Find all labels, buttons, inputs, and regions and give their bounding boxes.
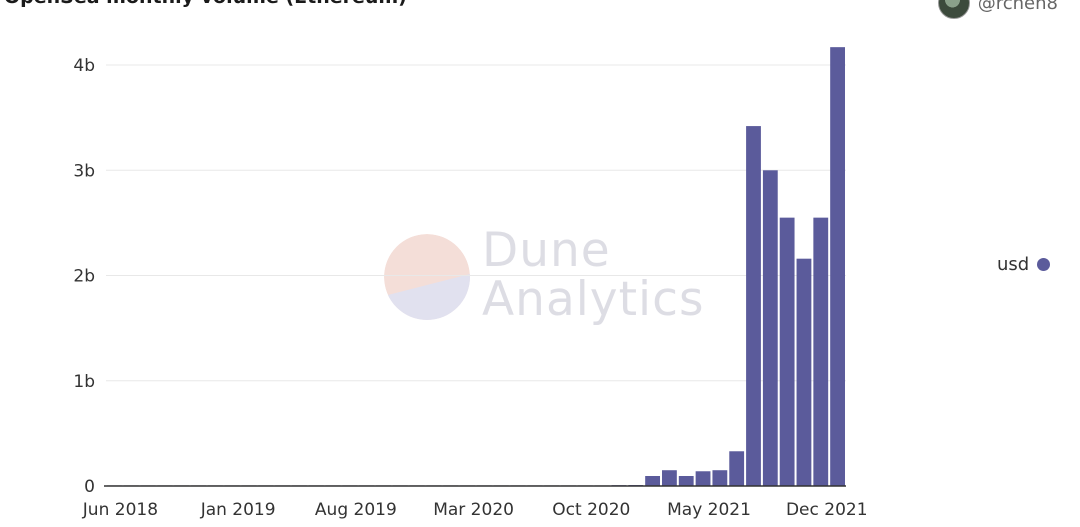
dune-logo-icon (384, 234, 470, 320)
y-tick-label: 0 (84, 477, 95, 497)
bar-2021-04[interactable] (678, 476, 694, 486)
bar-2021-05[interactable] (695, 471, 711, 486)
chart-title: OpenSea monthly volume (Ethereum) (4, 0, 407, 8)
grid-lines (106, 64, 846, 382)
x-tick-label: Dec 2021 (786, 500, 868, 520)
x-tick-label: May 2021 (667, 500, 751, 520)
y-tick-label: 2b (73, 267, 95, 287)
bar-2022-01[interactable] (830, 47, 845, 487)
y-tick-label: 1b (73, 372, 95, 392)
bar-2021-02[interactable] (645, 476, 660, 486)
bar-2021-12[interactable] (813, 217, 829, 486)
bar-2021-10[interactable] (779, 217, 795, 486)
bar-2021-11[interactable] (796, 258, 812, 486)
dune-analytics-watermark: Dune Analytics (384, 226, 704, 336)
bar-2021-08[interactable] (746, 126, 761, 486)
watermark-line-2: Analytics (482, 272, 705, 327)
bars (107, 47, 845, 487)
legend-label-usd: usd (997, 254, 1030, 275)
bar-2021-06[interactable] (712, 470, 728, 486)
x-tick-label: Mar 2020 (433, 500, 514, 520)
legend[interactable]: usd (997, 254, 1051, 275)
author-name: @rchen8 (977, 0, 1058, 14)
watermark-line-1: Dune (482, 223, 611, 278)
author-badge[interactable]: @rchen8 (937, 0, 1058, 19)
x-tick-label: Aug 2019 (315, 500, 397, 520)
x-tick-label: Jun 2018 (82, 500, 158, 520)
axes: 0 1b 2b 3b 4b Jun 2018 Jan 2019 Aug 2019 Mar 202… (73, 56, 867, 520)
y-tick-label: 4b (73, 56, 95, 76)
x-tick-label: Oct 2020 (552, 500, 630, 520)
bar-2021-03[interactable] (662, 470, 677, 486)
y-tick-label: 3b (73, 161, 95, 181)
bar-2021-09[interactable] (762, 170, 778, 487)
bar-2021-07[interactable] (729, 451, 745, 486)
legend-swatch-usd (1037, 258, 1051, 271)
x-tick-label: Jan 2019 (200, 500, 276, 520)
